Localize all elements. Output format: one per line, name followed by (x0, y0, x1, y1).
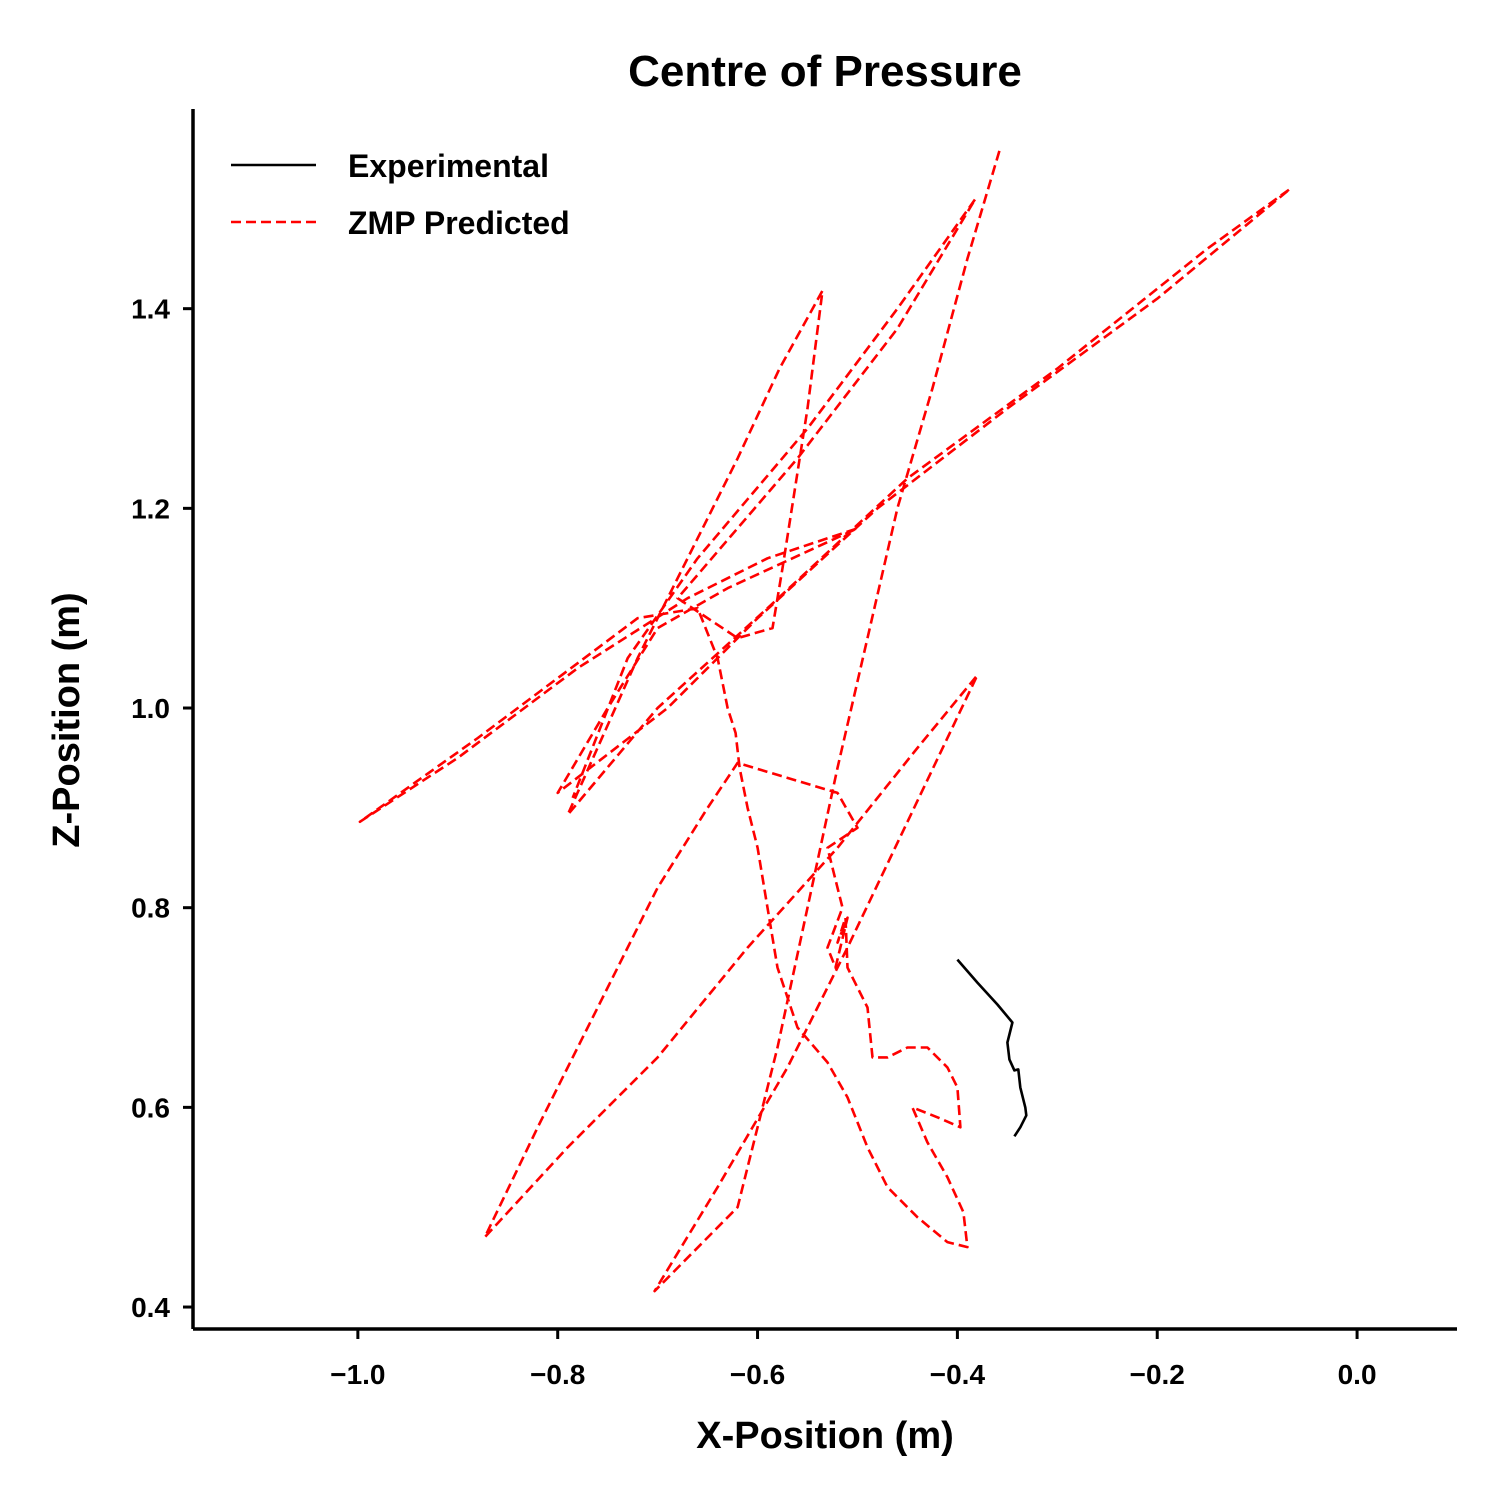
y-tick-label: 1.0 (131, 693, 170, 724)
x-ticks: −1.0 −0.8 −0.6 −0.4 −0.2 0.0 (330, 1329, 1377, 1390)
y-tick-label: 0.6 (131, 1092, 170, 1123)
x-tick-label: −0.8 (530, 1359, 585, 1390)
y-tick-label: 0.8 (131, 893, 170, 924)
y-tick-label: 0.4 (131, 1292, 170, 1323)
plot-area (358, 150, 1292, 1293)
x-tick-label: −0.6 (730, 1359, 785, 1390)
x-tick-label: −1.0 (330, 1359, 385, 1390)
legend-label: Experimental (348, 148, 549, 184)
series-line-zmp-predicted (358, 150, 1292, 1293)
x-tick-label: −0.4 (930, 1359, 986, 1390)
x-tick-label: −0.2 (1130, 1359, 1185, 1390)
legend: Experimental ZMP Predicted (231, 148, 570, 241)
y-tick-label: 1.2 (131, 493, 170, 524)
series-line-experimental (956, 958, 1028, 1138)
x-axis-label: X-Position (m) (696, 1415, 954, 1457)
legend-label: ZMP Predicted (348, 205, 570, 241)
y-tick-label: 1.4 (131, 294, 170, 325)
y-ticks: 0.4 0.6 0.8 1.0 1.2 1.4 (131, 294, 193, 1323)
x-tick-label: 0.0 (1338, 1359, 1377, 1390)
chart-title: Centre of Pressure (628, 47, 1022, 96)
y-axis-label: Z-Position (m) (46, 592, 88, 847)
